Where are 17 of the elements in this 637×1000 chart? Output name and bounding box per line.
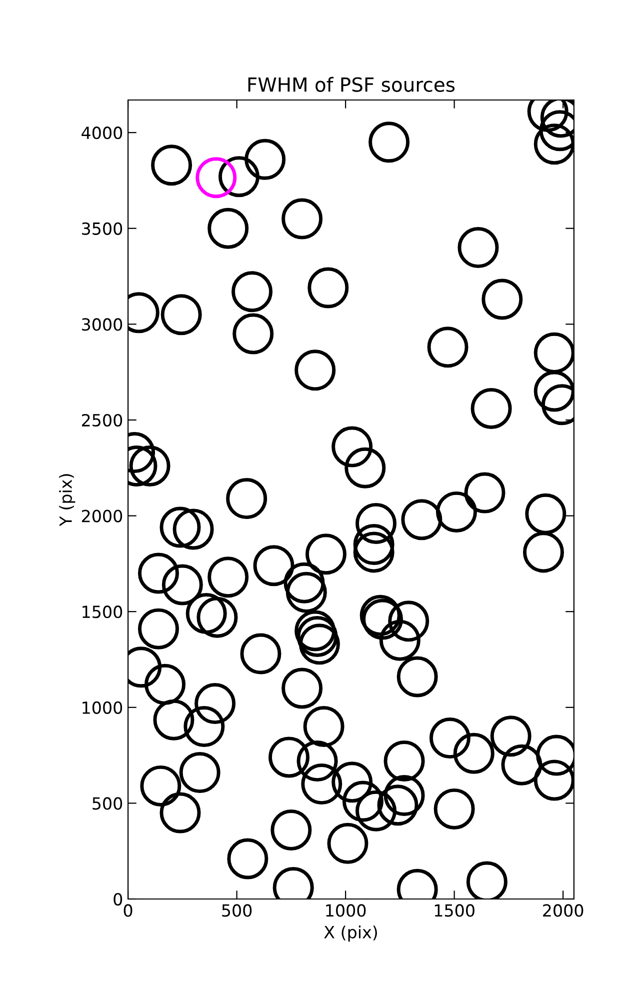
y-tick-label: 1000 bbox=[82, 701, 122, 714]
y-tick-label: 2500 bbox=[82, 414, 122, 427]
y-tick-label: 2000 bbox=[82, 510, 122, 522]
y-tick-label: 500 bbox=[92, 797, 122, 810]
y-tick-label: 1500 bbox=[82, 606, 122, 618]
x-tick-label: 2000 bbox=[543, 904, 584, 917]
x-tick-label: 500 bbox=[222, 904, 252, 917]
x-tick-label: 1000 bbox=[326, 904, 366, 917]
x-axis-title: X (pix) bbox=[324, 926, 377, 942]
x-tick-label: 0 bbox=[124, 904, 132, 917]
y-tick-label: 4000 bbox=[82, 126, 122, 140]
chart-title: FWHM of PSF sources bbox=[248, 76, 455, 92]
y-tick-label: 0 bbox=[114, 892, 122, 906]
y-tick-label: 3000 bbox=[82, 318, 122, 331]
y-axis-title: Y (pix) bbox=[59, 474, 76, 526]
x-tick-label: 1500 bbox=[434, 904, 474, 917]
y-tick-label: 3500 bbox=[82, 222, 122, 235]
